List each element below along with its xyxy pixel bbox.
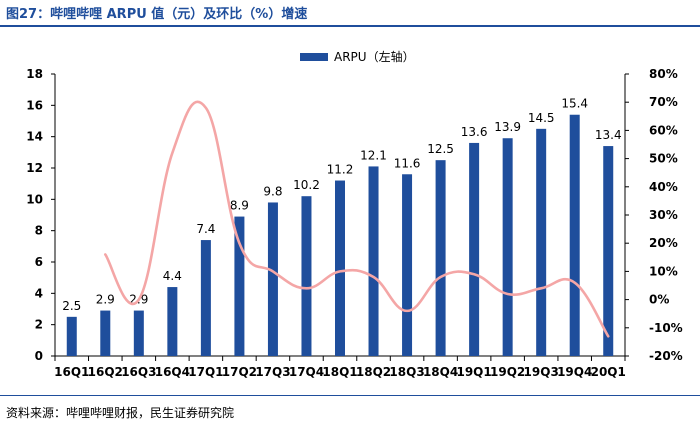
- right-tick-label: 60%: [649, 123, 678, 137]
- x-tick-label: 19Q4: [557, 365, 592, 379]
- x-tick-label: 16Q3: [121, 365, 156, 379]
- x-tick-label: 18Q4: [423, 365, 458, 379]
- x-tick-label: 17Q2: [222, 365, 257, 379]
- x-tick-label: 19Q3: [524, 365, 559, 379]
- right-tick-label: 30%: [649, 208, 678, 222]
- left-tick-label: 18: [26, 67, 43, 81]
- left-tick-label: 4: [35, 286, 43, 300]
- bar: [167, 287, 178, 356]
- x-tick-label: 17Q3: [255, 365, 290, 379]
- bar-value-label: 8.9: [230, 199, 249, 213]
- bar-value-label: 2.5: [62, 299, 81, 313]
- right-tick-label: 50%: [649, 152, 678, 166]
- bar-value-label: 13.9: [494, 120, 521, 134]
- left-tick-label: 12: [26, 161, 43, 175]
- bar: [502, 138, 513, 356]
- bar: [335, 180, 345, 356]
- chart-title: 图27：哔哩哔哩 ARPU 值（元）及环比（%）增速: [6, 7, 308, 22]
- bar-value-label: 13.6: [461, 125, 488, 139]
- bar-value-label: 13.4: [595, 128, 622, 142]
- right-tick-label: -20%: [649, 349, 683, 363]
- left-tick-label: 0: [35, 349, 43, 363]
- footer-divider: [0, 395, 700, 396]
- arpu-chart: 0 2 4 6 8 10 12 14 16 18 -20% -10% 0% 10% 20% 30% 40% 50%…: [26, 49, 683, 379]
- x-tick-label: 16Q2: [88, 365, 123, 379]
- bar: [368, 166, 379, 356]
- bar: [100, 310, 111, 356]
- bar: [402, 174, 413, 356]
- right-tick-label: 10%: [649, 264, 678, 278]
- bar: [301, 196, 312, 356]
- left-tick-label: 10: [26, 192, 43, 206]
- right-tick-label: 80%: [649, 67, 678, 81]
- bar-value-label: 11.2: [327, 163, 354, 177]
- bar-value-label: 2.9: [96, 293, 115, 307]
- x-tick-label: 17Q1: [188, 365, 223, 379]
- left-tick-label: 14: [26, 130, 43, 144]
- bar-value-label: 12.5: [427, 142, 454, 156]
- x-tick-label: 19Q1: [456, 365, 491, 379]
- bar: [66, 316, 77, 356]
- legend-swatch: [300, 53, 328, 61]
- right-tick-label: 0%: [649, 293, 669, 307]
- right-tick-label: 40%: [649, 180, 678, 194]
- bar: [603, 146, 614, 356]
- x-tick-label: 18Q3: [389, 365, 424, 379]
- x-tick-label: 19Q2: [490, 365, 525, 379]
- bar: [569, 114, 580, 356]
- left-tick-label: 16: [26, 98, 43, 112]
- bar: [133, 310, 144, 356]
- source-note: 资料来源：哔哩哔哩财报，民生证券研究院: [6, 406, 235, 420]
- bar: [536, 128, 547, 356]
- x-tick-label: 18Q1: [322, 365, 357, 379]
- right-tick-label: 20%: [649, 236, 678, 250]
- bar-value-label: 9.8: [263, 184, 282, 198]
- right-tick-label: 70%: [649, 95, 678, 109]
- bar-value-label: 7.4: [196, 222, 215, 236]
- legend-label: ARPU（左轴）: [334, 49, 415, 64]
- x-tick-label: 16Q4: [155, 365, 190, 379]
- left-tick-label: 2: [35, 318, 43, 332]
- right-tick-label: -10%: [649, 321, 683, 335]
- bar-value-label: 4.4: [163, 269, 182, 283]
- bar: [267, 202, 278, 356]
- title-divider: [0, 25, 700, 27]
- bar-value-label: 11.6: [394, 156, 421, 170]
- bar: [234, 216, 245, 356]
- x-tick-label: 18Q2: [356, 365, 391, 379]
- bar-value-label: 14.5: [528, 111, 555, 125]
- bar: [435, 160, 446, 356]
- bar-value-label: 15.4: [561, 97, 588, 111]
- x-tick-label: 20Q1: [591, 365, 626, 379]
- left-tick-label: 6: [35, 255, 43, 269]
- bar: [469, 142, 480, 356]
- growth-line: [103, 100, 610, 338]
- bar: [200, 240, 211, 356]
- x-tick-label: 17Q4: [289, 365, 324, 379]
- x-tick-label: 16Q1: [54, 365, 89, 379]
- bar-value-label: 12.1: [360, 148, 387, 162]
- left-tick-label: 8: [35, 224, 43, 238]
- bar-value-label: 10.2: [293, 178, 320, 192]
